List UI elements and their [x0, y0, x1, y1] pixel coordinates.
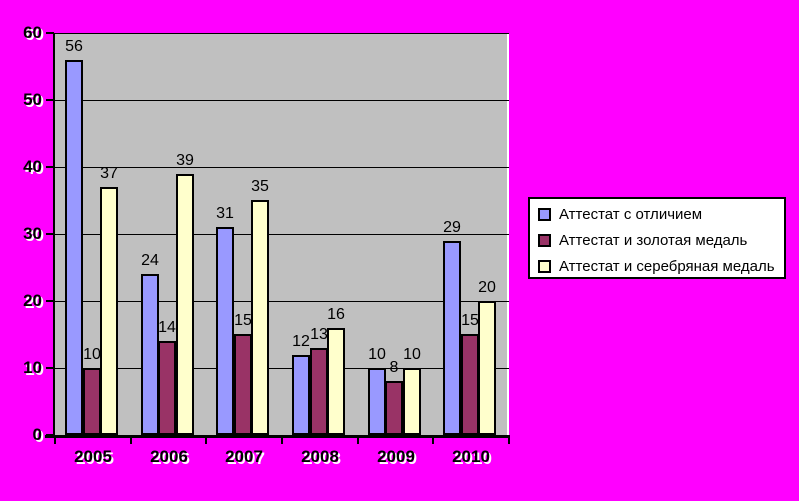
- bar-value-label-2005-series1: 56: [65, 38, 83, 55]
- bar-value-label-2008-series2: 13: [310, 326, 328, 343]
- y-axis-label-50: 50: [23, 90, 42, 109]
- y-axis-tick-10: [46, 367, 54, 369]
- bar-value-label-2008-series1: 12: [292, 333, 310, 350]
- bar-2007-series1: [216, 227, 234, 435]
- bar-2005-series1: [65, 60, 83, 435]
- gridline-10: [55, 368, 509, 369]
- bar-2010-series3: [478, 301, 496, 435]
- x-axis-tick-6: [508, 438, 510, 444]
- x-axis-tick-3: [281, 438, 283, 444]
- legend-swatch-series1: [538, 207, 551, 221]
- bar-2010-series1: [443, 241, 461, 435]
- x-axis: [45, 435, 510, 438]
- bar-2009-series1: [368, 368, 386, 435]
- x-axis-label-2005: 2005: [74, 447, 112, 466]
- y-axis-label-10: 10: [23, 358, 42, 377]
- x-axis-tick-2: [205, 438, 207, 444]
- bar-2008-series3: [327, 328, 345, 435]
- bar-value-label-2005-series3: 37: [100, 165, 118, 182]
- bar-2009-series3: [403, 368, 421, 435]
- bar-2006-series1: [141, 274, 159, 435]
- x-axis-label-2007: 2007: [225, 447, 263, 466]
- y-axis: [53, 33, 55, 436]
- gridline-60: [55, 33, 509, 34]
- gridline-30: [55, 234, 509, 235]
- bar-value-label-2009-series3: 10: [403, 346, 421, 363]
- legend-label-series2: Аттестат и золотая медаль: [559, 231, 748, 249]
- x-axis-tick-0: [54, 438, 56, 444]
- bar-value-label-2007-series2: 15: [234, 312, 252, 329]
- bar-2007-series2: [234, 334, 252, 435]
- legend-label-series1: Аттестат с отличием: [559, 205, 703, 223]
- y-axis-tick-60: [46, 32, 54, 34]
- y-axis-tick-30: [46, 233, 54, 235]
- bar-2008-series1: [292, 355, 310, 435]
- x-axis-tick-1: [130, 438, 132, 444]
- bar-value-label-2010-series2: 15: [461, 312, 479, 329]
- x-axis-label-2006: 2006: [150, 447, 188, 466]
- y-axis-tick-50: [46, 99, 54, 101]
- x-axis-tick-4: [357, 438, 359, 444]
- x-axis-label-2008: 2008: [301, 447, 339, 466]
- bar-value-label-2007-series1: 31: [216, 205, 234, 222]
- gridline-20: [55, 301, 509, 302]
- y-axis-tick-40: [46, 166, 54, 168]
- bar-2005-series3: [100, 187, 118, 435]
- bar-2009-series2: [385, 381, 403, 435]
- bar-value-label-2010-series3: 20: [478, 279, 496, 296]
- bar-value-label-2006-series2: 14: [158, 319, 176, 336]
- legend: Аттестат с отличием Аттестат и золотая м…: [528, 197, 786, 279]
- y-axis-tick-20: [46, 300, 54, 302]
- bar-2006-series3: [176, 174, 194, 435]
- bar-value-label-2010-series1: 29: [443, 219, 461, 236]
- bar-2010-series2: [461, 334, 479, 435]
- bar-value-label-2005-series2: 10: [83, 346, 101, 363]
- bar-2008-series2: [310, 348, 328, 435]
- y-axis-label-0: 0: [32, 425, 42, 444]
- legend-item-series3: Аттестат и серебряная медаль: [538, 253, 782, 279]
- legend-item-series2: Аттестат и золотая медаль: [538, 227, 782, 253]
- y-axis-label-40: 40: [23, 157, 42, 176]
- y-axis-label-60: 60: [23, 23, 42, 42]
- y-axis-label-20: 20: [23, 291, 42, 310]
- y-axis-label-30: 30: [23, 224, 42, 243]
- bar-value-label-2009-series1: 10: [368, 346, 386, 363]
- x-axis-tick-5: [432, 438, 434, 444]
- legend-swatch-series2: [538, 233, 551, 247]
- bar-value-label-2006-series1: 24: [141, 252, 159, 269]
- x-axis-label-2009: 2009: [377, 447, 415, 466]
- bar-value-label-2006-series3: 39: [176, 152, 194, 169]
- bar-2006-series2: [158, 341, 176, 435]
- bar-value-label-2008-series3: 16: [327, 306, 345, 323]
- legend-item-series1: Аттестат с отличием: [538, 201, 782, 227]
- bar-2005-series2: [83, 368, 101, 435]
- x-axis-label-2010: 2010: [452, 447, 490, 466]
- gridline-40: [55, 167, 509, 168]
- legend-label-series3: Аттестат и серебряная медаль: [559, 257, 775, 275]
- bar-value-label-2007-series3: 35: [251, 178, 269, 195]
- gridline-50: [55, 100, 509, 101]
- legend-swatch-series3: [538, 259, 551, 273]
- bar-2007-series3: [251, 200, 269, 435]
- bar-value-label-2009-series2: 8: [389, 359, 399, 376]
